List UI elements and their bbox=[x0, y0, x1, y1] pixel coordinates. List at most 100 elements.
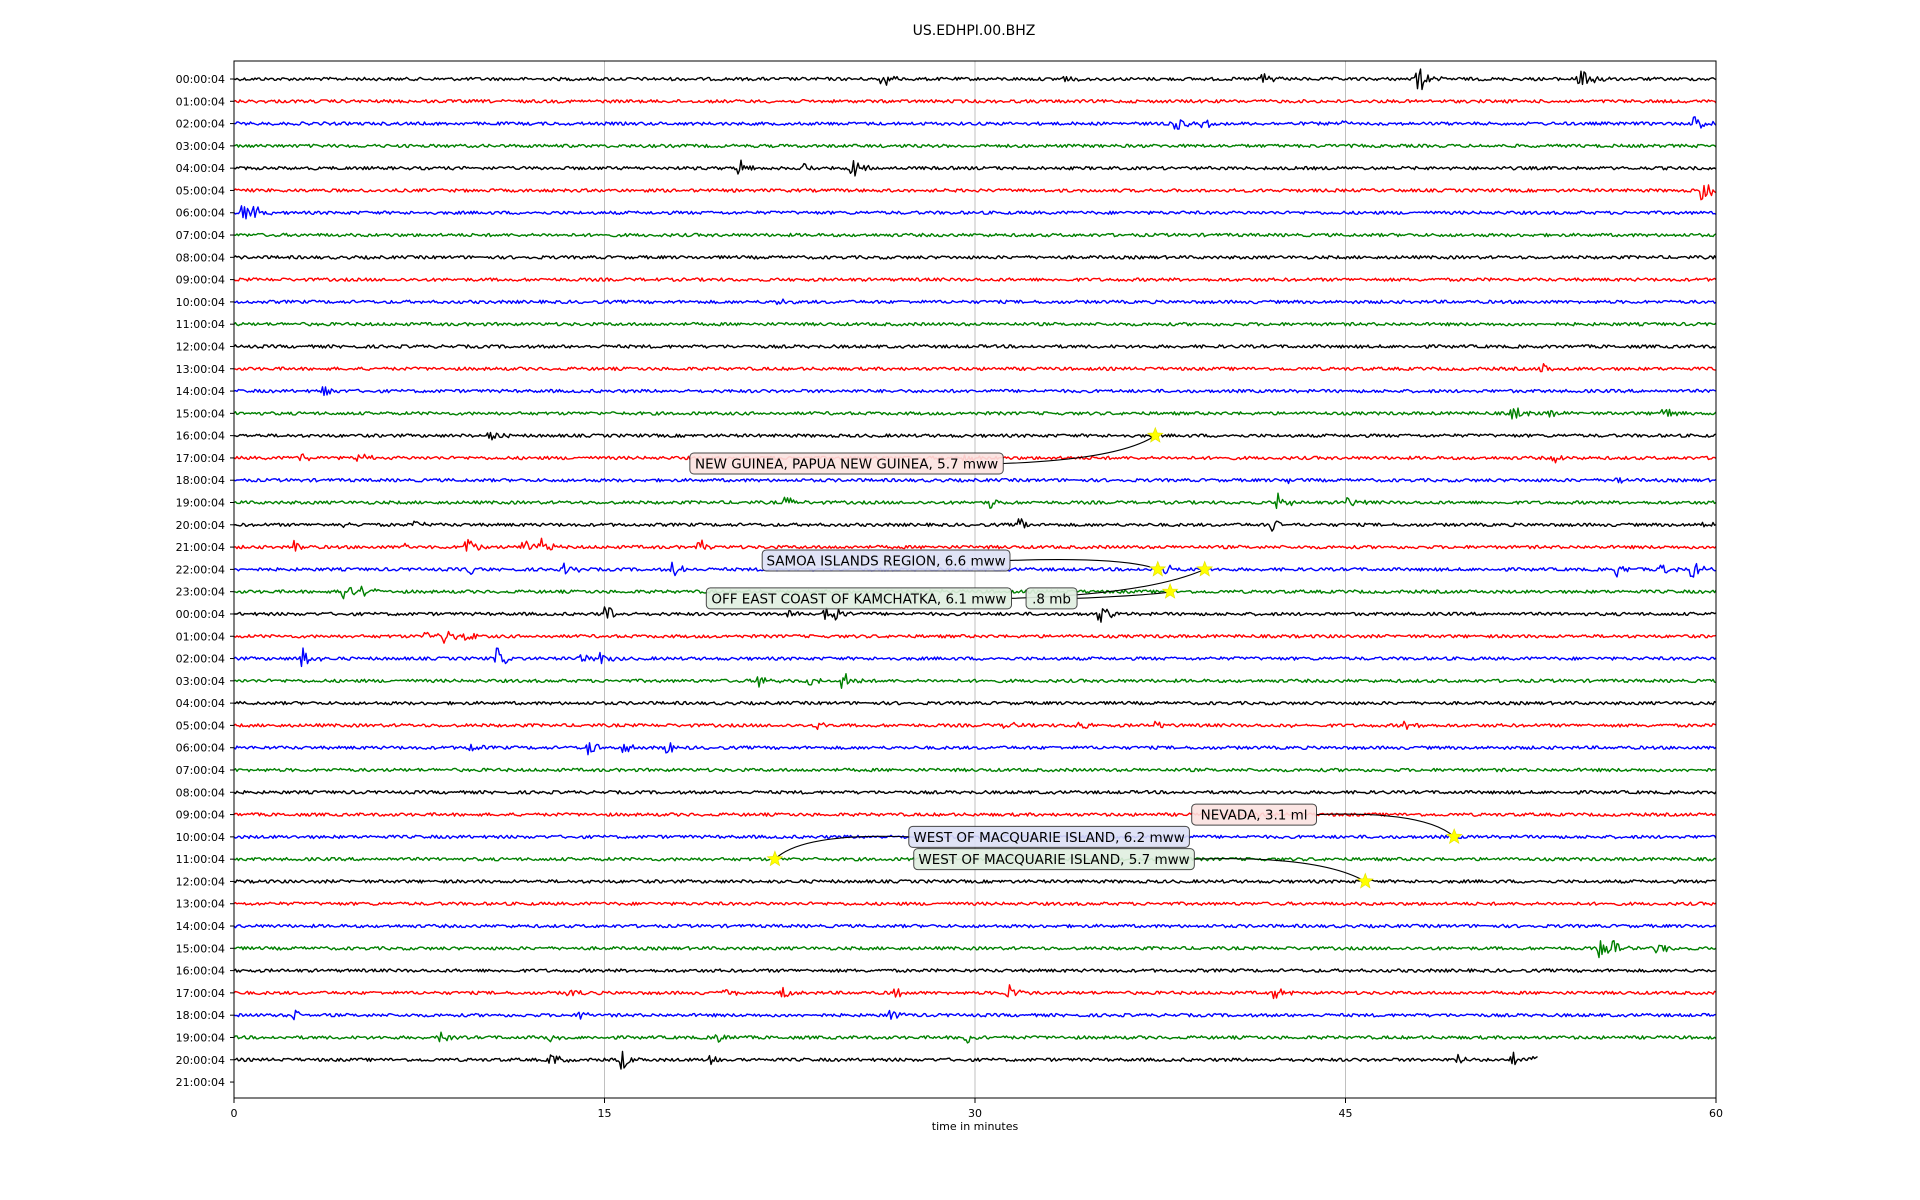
y-tick-label: 18:00:04 bbox=[176, 474, 225, 487]
event-label-box bbox=[908, 825, 1190, 848]
trace-line bbox=[233, 901, 1717, 906]
y-tick-label: 03:00:04 bbox=[176, 675, 225, 688]
trace-line bbox=[233, 205, 1717, 220]
event-label: NEVADA, 3.1 ml bbox=[1201, 808, 1308, 824]
trace-line bbox=[233, 407, 1717, 420]
event-annotation: NEVADA, 3.1 ml bbox=[1191, 803, 1463, 844]
y-tick-label: 13:00:04 bbox=[176, 363, 225, 376]
trace-line bbox=[233, 1009, 1717, 1021]
event-annotation: NEW GUINEA, PAPUA NEW GUINEA, 5.7 mww bbox=[689, 426, 1164, 475]
x-tick-label: 30 bbox=[968, 1107, 982, 1120]
y-tick-label: 23:00:04 bbox=[176, 586, 225, 599]
x-tick-labels: 0 15 30 45 60 bbox=[231, 1098, 1723, 1120]
trace-line bbox=[233, 742, 1717, 756]
trace-line bbox=[233, 537, 1717, 552]
trace-line bbox=[233, 143, 1717, 149]
y-tick-labels: 00:00:04 01:00:04 02:00:04 03:00:04 04:00:04… bbox=[176, 73, 234, 1089]
trace-line bbox=[233, 277, 1717, 282]
trace-line bbox=[233, 720, 1717, 731]
trace-line bbox=[233, 298, 1717, 306]
y-tick-label: 12:00:04 bbox=[176, 340, 225, 353]
y-tick-label: 17:00:04 bbox=[176, 452, 225, 465]
trace-line bbox=[233, 968, 1716, 973]
y-tick-label: 05:00:04 bbox=[176, 184, 225, 197]
event-label: SAMOA ISLANDS REGION, 6.6 mww bbox=[766, 553, 1005, 569]
event-label: WEST OF MACQUARIE ISLAND, 5.7 mww bbox=[918, 852, 1189, 868]
y-tick-label: 04:00:04 bbox=[176, 162, 225, 175]
event-label-box bbox=[705, 587, 1013, 610]
y-tick-label: 01:00:04 bbox=[176, 95, 225, 108]
x-tick-label: 45 bbox=[1339, 1107, 1353, 1120]
trace-line bbox=[233, 386, 1717, 397]
x-tick-label: 15 bbox=[598, 1107, 612, 1120]
y-tick-label: 19:00:04 bbox=[176, 497, 225, 510]
y-tick-label: 18:00:04 bbox=[176, 1009, 225, 1022]
trace-line bbox=[233, 363, 1717, 373]
y-tick-label: 14:00:04 bbox=[176, 385, 225, 398]
event-label-box bbox=[1025, 587, 1078, 610]
event-label-box bbox=[1191, 803, 1318, 826]
trace-line bbox=[233, 767, 1717, 773]
y-tick-label: 06:00:04 bbox=[176, 742, 225, 755]
y-tick-label: 04:00:04 bbox=[176, 697, 225, 710]
y-tick-label: 20:00:04 bbox=[176, 1054, 225, 1067]
event-star-icon bbox=[1445, 828, 1463, 844]
trace-line bbox=[233, 477, 1717, 485]
trace-line bbox=[233, 1050, 1538, 1070]
trace-line bbox=[233, 255, 1717, 260]
event-annotation: WEST OF MACQUARIE ISLAND, 6.2 mww bbox=[766, 825, 1190, 867]
chart-title: US.EDHPI.00.BHZ bbox=[913, 23, 1036, 39]
traces bbox=[233, 68, 1717, 1070]
trace-line bbox=[233, 518, 1717, 532]
plot-frame bbox=[233, 60, 1717, 1099]
trace-line bbox=[233, 647, 1717, 668]
y-tick-label: 20:00:04 bbox=[176, 519, 225, 532]
trace-line bbox=[233, 159, 1717, 177]
x-axis-label: time in minutes bbox=[932, 1120, 1019, 1133]
trace-line bbox=[233, 673, 1717, 689]
y-tick-label: 07:00:04 bbox=[176, 229, 225, 242]
trace-line bbox=[233, 812, 1717, 817]
y-tick-label: 16:00:04 bbox=[176, 430, 225, 443]
event-connector bbox=[774, 835, 909, 860]
trace-line bbox=[233, 700, 1717, 706]
event-annotation: WEST OF MACQUARIE ISLAND, 5.7 mww bbox=[913, 848, 1374, 889]
event-label: OFF EAST COAST OF KAMCHATKA, 6.1 mww bbox=[711, 591, 1006, 607]
event-star-icon bbox=[1356, 872, 1374, 889]
trace-line bbox=[233, 984, 1717, 1000]
y-tick-label: 02:00:04 bbox=[176, 118, 225, 131]
y-tick-label: 09:00:04 bbox=[176, 274, 225, 287]
trace-line bbox=[233, 879, 1717, 884]
y-tick-label: 14:00:04 bbox=[176, 920, 225, 933]
y-tick-label: 19:00:04 bbox=[176, 1031, 225, 1044]
event-connector bbox=[1194, 858, 1366, 882]
trace-line bbox=[233, 492, 1717, 510]
event-star-icon bbox=[1161, 582, 1179, 599]
x-tick-label: 60 bbox=[1709, 1107, 1723, 1120]
y-tick-label: 03:00:04 bbox=[176, 140, 225, 153]
event-annotation: .8 mb bbox=[1025, 582, 1179, 610]
y-tick-label: 12:00:04 bbox=[176, 875, 225, 888]
y-tick-label: 02:00:04 bbox=[176, 653, 225, 666]
trace-line bbox=[233, 321, 1717, 327]
y-tick-label: 08:00:04 bbox=[176, 251, 225, 264]
y-tick-label: 11:00:04 bbox=[176, 318, 225, 331]
event-label-box bbox=[913, 848, 1195, 871]
event-star-icon bbox=[766, 850, 784, 867]
trace-line bbox=[233, 232, 1717, 238]
y-tick-label: 01:00:04 bbox=[176, 630, 225, 643]
event-connector bbox=[1009, 558, 1158, 570]
event-connector bbox=[1316, 813, 1455, 838]
trace-line bbox=[233, 184, 1717, 201]
event-label: .8 mb bbox=[1032, 591, 1071, 607]
y-tick-label: 11:00:04 bbox=[176, 853, 225, 866]
y-tick-label: 06:00:04 bbox=[176, 207, 225, 220]
y-tick-label: 21:00:04 bbox=[176, 541, 225, 554]
event-star-icon bbox=[1146, 426, 1164, 443]
event-label-box bbox=[761, 549, 1011, 572]
y-tick-label: 00:00:04 bbox=[176, 73, 225, 86]
trace-line bbox=[233, 68, 1717, 91]
grid-lines bbox=[604, 61, 1346, 1098]
event-label: WEST OF MACQUARIE ISLAND, 6.2 mww bbox=[913, 830, 1184, 846]
